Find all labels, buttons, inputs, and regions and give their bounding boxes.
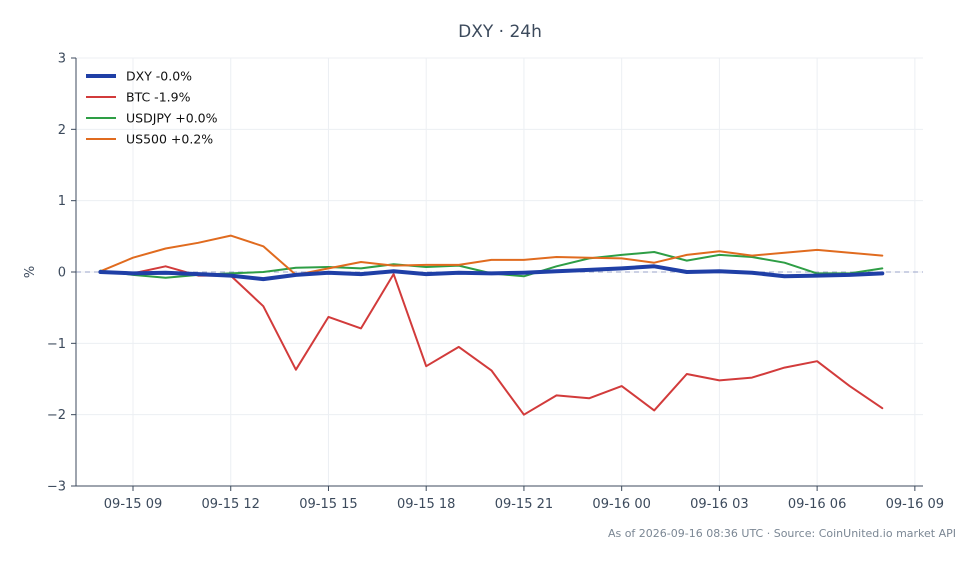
x-tick-label: 09-15 18 — [397, 497, 455, 512]
legend-label: DXY -0.0% — [126, 69, 192, 84]
x-tick-label: 09-16 03 — [690, 497, 748, 512]
x-tick-label: 09-16 00 — [592, 497, 650, 512]
series-line-us500 — [99, 234, 884, 276]
axes: −3 −2 −1 0 1 2 3 09-15 09 09-15 12 09-15 15 09-15 … — [47, 52, 944, 513]
y-tick-label: 1 — [58, 194, 66, 209]
legend-label: US500 +0.2% — [126, 132, 213, 147]
x-tick-label: 09-15 09 — [104, 497, 162, 512]
x-tick-label: 09-15 21 — [495, 497, 553, 512]
y-tick-label: 2 — [58, 123, 66, 138]
y-tick-label: −1 — [47, 337, 66, 352]
y-tick-label: −3 — [47, 480, 66, 495]
legend: DXY -0.0% BTC -1.9% USDJPY +0.0% US500 +0.2… — [86, 69, 218, 147]
legend-label: USDJPY +0.0% — [126, 111, 218, 126]
series-line-btc — [99, 265, 884, 416]
x-tick-label: 09-16 09 — [886, 497, 944, 512]
y-tick-label: 0 — [58, 266, 66, 281]
x-tick-label: 09-15 12 — [202, 497, 260, 512]
y-axis-label: % — [23, 266, 38, 278]
series-line-dxy — [98, 264, 885, 282]
y-tick-label: −2 — [47, 408, 66, 423]
source-footer: As of 2026-09-16 08:36 UTC · Source: Coi… — [608, 527, 956, 540]
y-tick-label: 3 — [58, 52, 66, 67]
x-tick-label: 09-16 06 — [788, 497, 846, 512]
series-lines — [98, 234, 885, 416]
chart-title: DXY · 24h — [458, 22, 542, 42]
x-tick-label: 09-15 15 — [299, 497, 357, 512]
legend-label: BTC -1.9% — [126, 90, 191, 105]
